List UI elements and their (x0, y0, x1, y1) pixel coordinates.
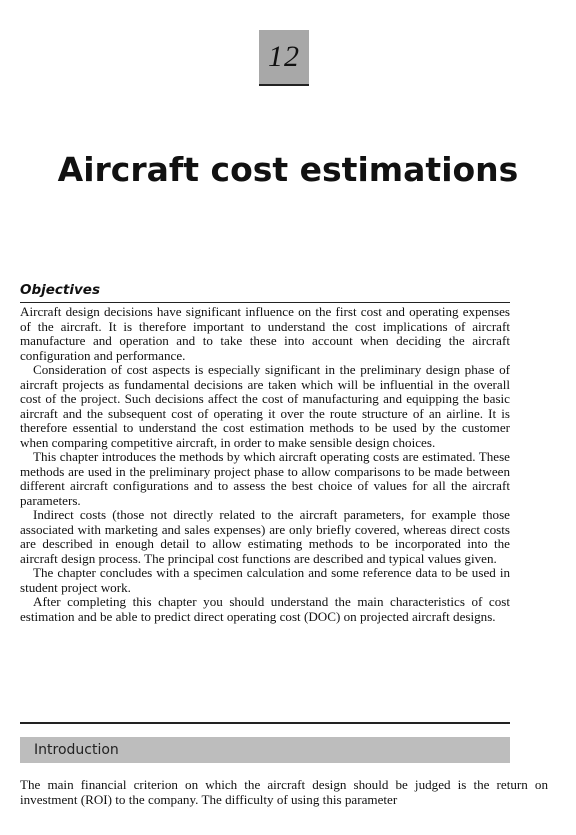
objectives-paragraph: This chapter introduces the methods by w… (20, 450, 510, 508)
introduction-heading-bar: Introduction (20, 737, 510, 763)
objectives-paragraph: After completing this chapter you should… (20, 595, 510, 624)
introduction-heading: Introduction (34, 742, 119, 758)
introduction-paragraph: The main financial criterion on which th… (20, 777, 548, 807)
objectives-paragraph: The chapter concludes with a specimen ca… (20, 566, 510, 595)
objectives-paragraph: Aircraft design decisions have significa… (20, 305, 510, 363)
objectives-top-rule (20, 302, 510, 303)
introduction-body: The main financial criterion on which th… (20, 777, 548, 807)
objectives-paragraph: Indirect costs (those not directly relat… (20, 508, 510, 566)
objectives-body: Aircraft design decisions have significa… (20, 305, 510, 624)
objectives-bottom-rule (20, 722, 510, 724)
objectives-paragraph: Consideration of cost aspects is especia… (20, 363, 510, 450)
chapter-title: Aircraft cost estimations (0, 150, 576, 189)
chapter-number-badge: 12 (259, 30, 309, 86)
objectives-heading: Objectives (20, 282, 100, 298)
chapter-number: 12 (268, 40, 300, 74)
